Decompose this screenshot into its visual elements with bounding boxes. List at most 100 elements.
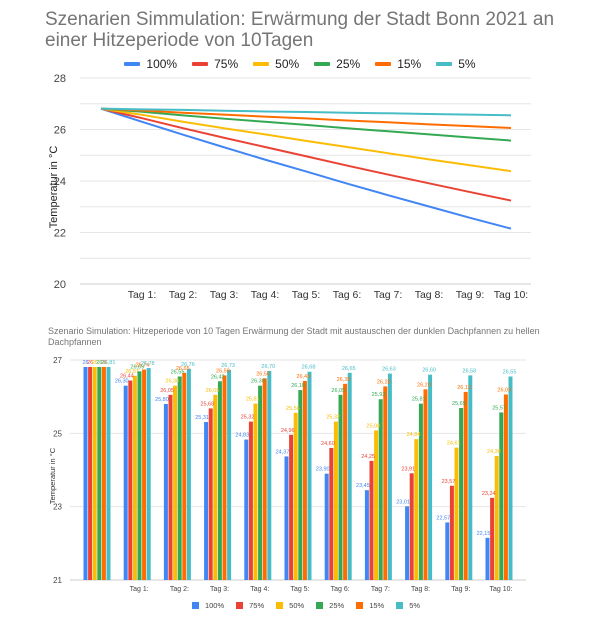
- bar: [405, 506, 410, 580]
- data-label: 25,93: [372, 392, 386, 398]
- line-chart-legend: 100% 75% 50% 25% 15% 5%: [0, 57, 600, 71]
- bar: [97, 366, 102, 580]
- x-tick-label: Tag 3:: [210, 289, 239, 301]
- bar: [217, 381, 222, 580]
- bar: [383, 386, 388, 580]
- bar: [244, 439, 249, 580]
- x-tick-label: Tag 8:: [411, 586, 430, 593]
- legend-label: 25%: [336, 57, 361, 71]
- legend-swatch: [356, 602, 364, 609]
- data-label: 23,90: [316, 467, 330, 473]
- x-tick-label: Tag 4:: [251, 289, 280, 301]
- bar: [343, 383, 348, 580]
- x-tick-label: Tag 4:: [250, 586, 269, 593]
- bar: [284, 456, 289, 580]
- bar: [378, 399, 383, 580]
- data-label: 26,55: [503, 370, 517, 376]
- bar: [329, 448, 334, 580]
- bar: [173, 385, 178, 580]
- x-tick-label: Tag 1:: [130, 586, 149, 593]
- data-label: 26,60: [422, 368, 436, 374]
- data-label: 26,05: [331, 388, 345, 394]
- legend-swatch: [191, 602, 199, 609]
- y-tick-label: 20: [54, 279, 66, 291]
- data-label: 26,63: [382, 367, 396, 373]
- data-label: 24,37: [276, 449, 290, 455]
- bar: [347, 372, 352, 580]
- bar: [128, 380, 133, 580]
- bar: [302, 380, 307, 580]
- data-label: 26,73: [221, 363, 235, 369]
- data-label: 26,69: [130, 364, 144, 370]
- data-label: 26,05: [206, 388, 220, 394]
- bar: [208, 408, 213, 580]
- bar: [123, 385, 128, 580]
- data-label: 26: [92, 360, 98, 366]
- bar: [307, 371, 312, 580]
- legend-item: 25%: [314, 57, 360, 71]
- data-label: 26,76: [181, 362, 195, 368]
- data-label: 26: [96, 360, 102, 366]
- legend-swatch: [253, 62, 270, 66]
- bar: [364, 490, 369, 580]
- bar: [204, 421, 209, 580]
- data-label: 26,42: [211, 374, 225, 380]
- bar: [101, 366, 106, 580]
- legend-swatch: [124, 62, 141, 66]
- bar: [137, 371, 142, 580]
- legend-swatch: [396, 602, 404, 609]
- bar: [106, 366, 111, 580]
- data-label: 26,78: [141, 361, 155, 367]
- data-label: 23,57: [442, 479, 456, 485]
- data-label: 26,30: [165, 379, 179, 385]
- x-tick-label: Tag 7:: [374, 289, 403, 301]
- legend-swatch: [375, 62, 392, 66]
- bar: [142, 369, 147, 580]
- data-label: 26,44: [120, 374, 134, 380]
- legend-label: 5%: [409, 601, 421, 610]
- bar: [146, 368, 151, 580]
- x-tick-label: Tag 6:: [331, 586, 350, 593]
- bar: [177, 376, 182, 580]
- data-label: 26,50: [256, 371, 270, 377]
- y-tick-label: 23: [53, 503, 62, 512]
- bar: [503, 394, 508, 580]
- bar: [418, 403, 423, 580]
- bar: [459, 408, 464, 580]
- bar: [163, 404, 168, 580]
- data-label: 25,69: [452, 401, 466, 407]
- data-label: 26: [87, 360, 93, 366]
- bar-chart-legend: 100% 75% 50% 25% 15% 5%: [0, 601, 600, 610]
- line-chart: 20 22 24 26 28 Tag 1: Tag 2: Tag 3: Tag 4: Tag 5:…: [48, 73, 531, 301]
- legend-item: 5%: [396, 601, 420, 610]
- data-label: 24,60: [321, 441, 335, 447]
- series-line-25pct: [100, 107, 512, 142]
- data-label: 26,05: [160, 388, 174, 394]
- bar: [374, 430, 379, 580]
- data-label: 24,25: [361, 454, 375, 460]
- bar: [92, 366, 97, 580]
- bar: [222, 375, 227, 580]
- data-label: 25,32: [326, 415, 340, 421]
- data-label: 26,30: [251, 379, 265, 385]
- legend-label: 50%: [289, 601, 305, 610]
- y-axis-title: Temperatur in °C: [48, 146, 60, 229]
- data-label: 26,57: [125, 369, 139, 375]
- data-label: 24,84: [407, 432, 421, 438]
- data-label: 26,13: [457, 385, 471, 391]
- data-label: 26,74: [136, 363, 150, 369]
- data-label: 23,01: [396, 499, 410, 505]
- legend-label: 75%: [214, 57, 239, 71]
- legend-label: 15%: [369, 601, 385, 610]
- bar: [324, 473, 329, 580]
- bar: [186, 368, 191, 580]
- bar: [88, 366, 93, 580]
- x-tick-label: Tag 8:: [415, 289, 444, 301]
- x-tick-label: Tag 2:: [170, 586, 189, 593]
- legend-item: 15%: [356, 601, 384, 610]
- data-label: 24,83: [235, 433, 249, 439]
- data-label: 26,35: [337, 377, 351, 383]
- legend-item: 25%: [316, 601, 344, 610]
- series-line-15pct: [100, 107, 512, 129]
